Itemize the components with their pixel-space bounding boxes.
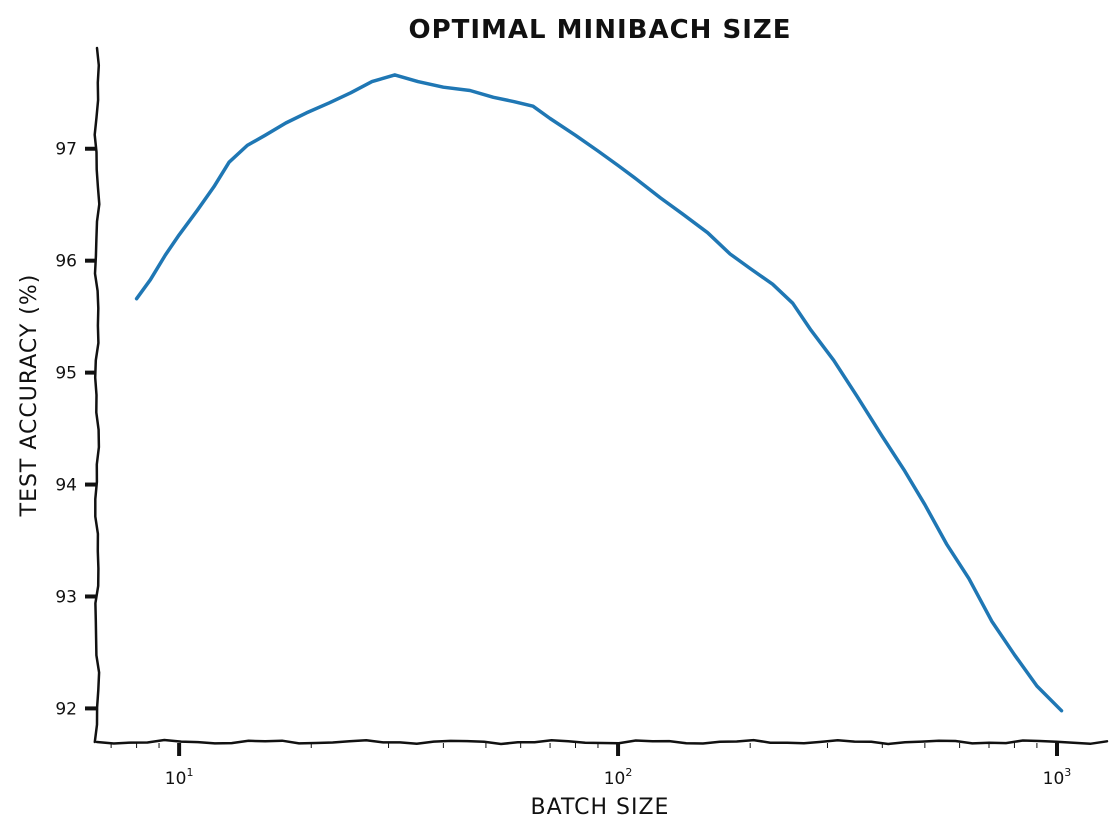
y-tick-label: 95 <box>55 364 77 384</box>
x-axis-line <box>95 738 1109 746</box>
y-tick-label: 92 <box>55 699 77 719</box>
x-tick-label: 102 <box>604 766 633 789</box>
y-tick-label: 93 <box>55 587 77 607</box>
y-axis-line <box>93 46 101 744</box>
chart-title: OPTIMAL MINIBACH SIZE <box>408 15 791 45</box>
x-tick-label: 103 <box>1043 766 1072 789</box>
y-ticks: 92 93 94 95 96 97 <box>55 140 96 719</box>
x-tick-label: 101 <box>165 766 194 789</box>
y-axis-label: TEST ACCURACY (%) <box>17 274 42 518</box>
y-tick-label: 96 <box>55 252 77 272</box>
y-tick-label: 97 <box>55 140 77 160</box>
x-ticks: 101 102 103 <box>110 743 1072 789</box>
x-axis-label: BATCH SIZE <box>531 795 670 820</box>
series-line <box>134 73 1064 713</box>
y-tick-label: 94 <box>55 476 77 496</box>
